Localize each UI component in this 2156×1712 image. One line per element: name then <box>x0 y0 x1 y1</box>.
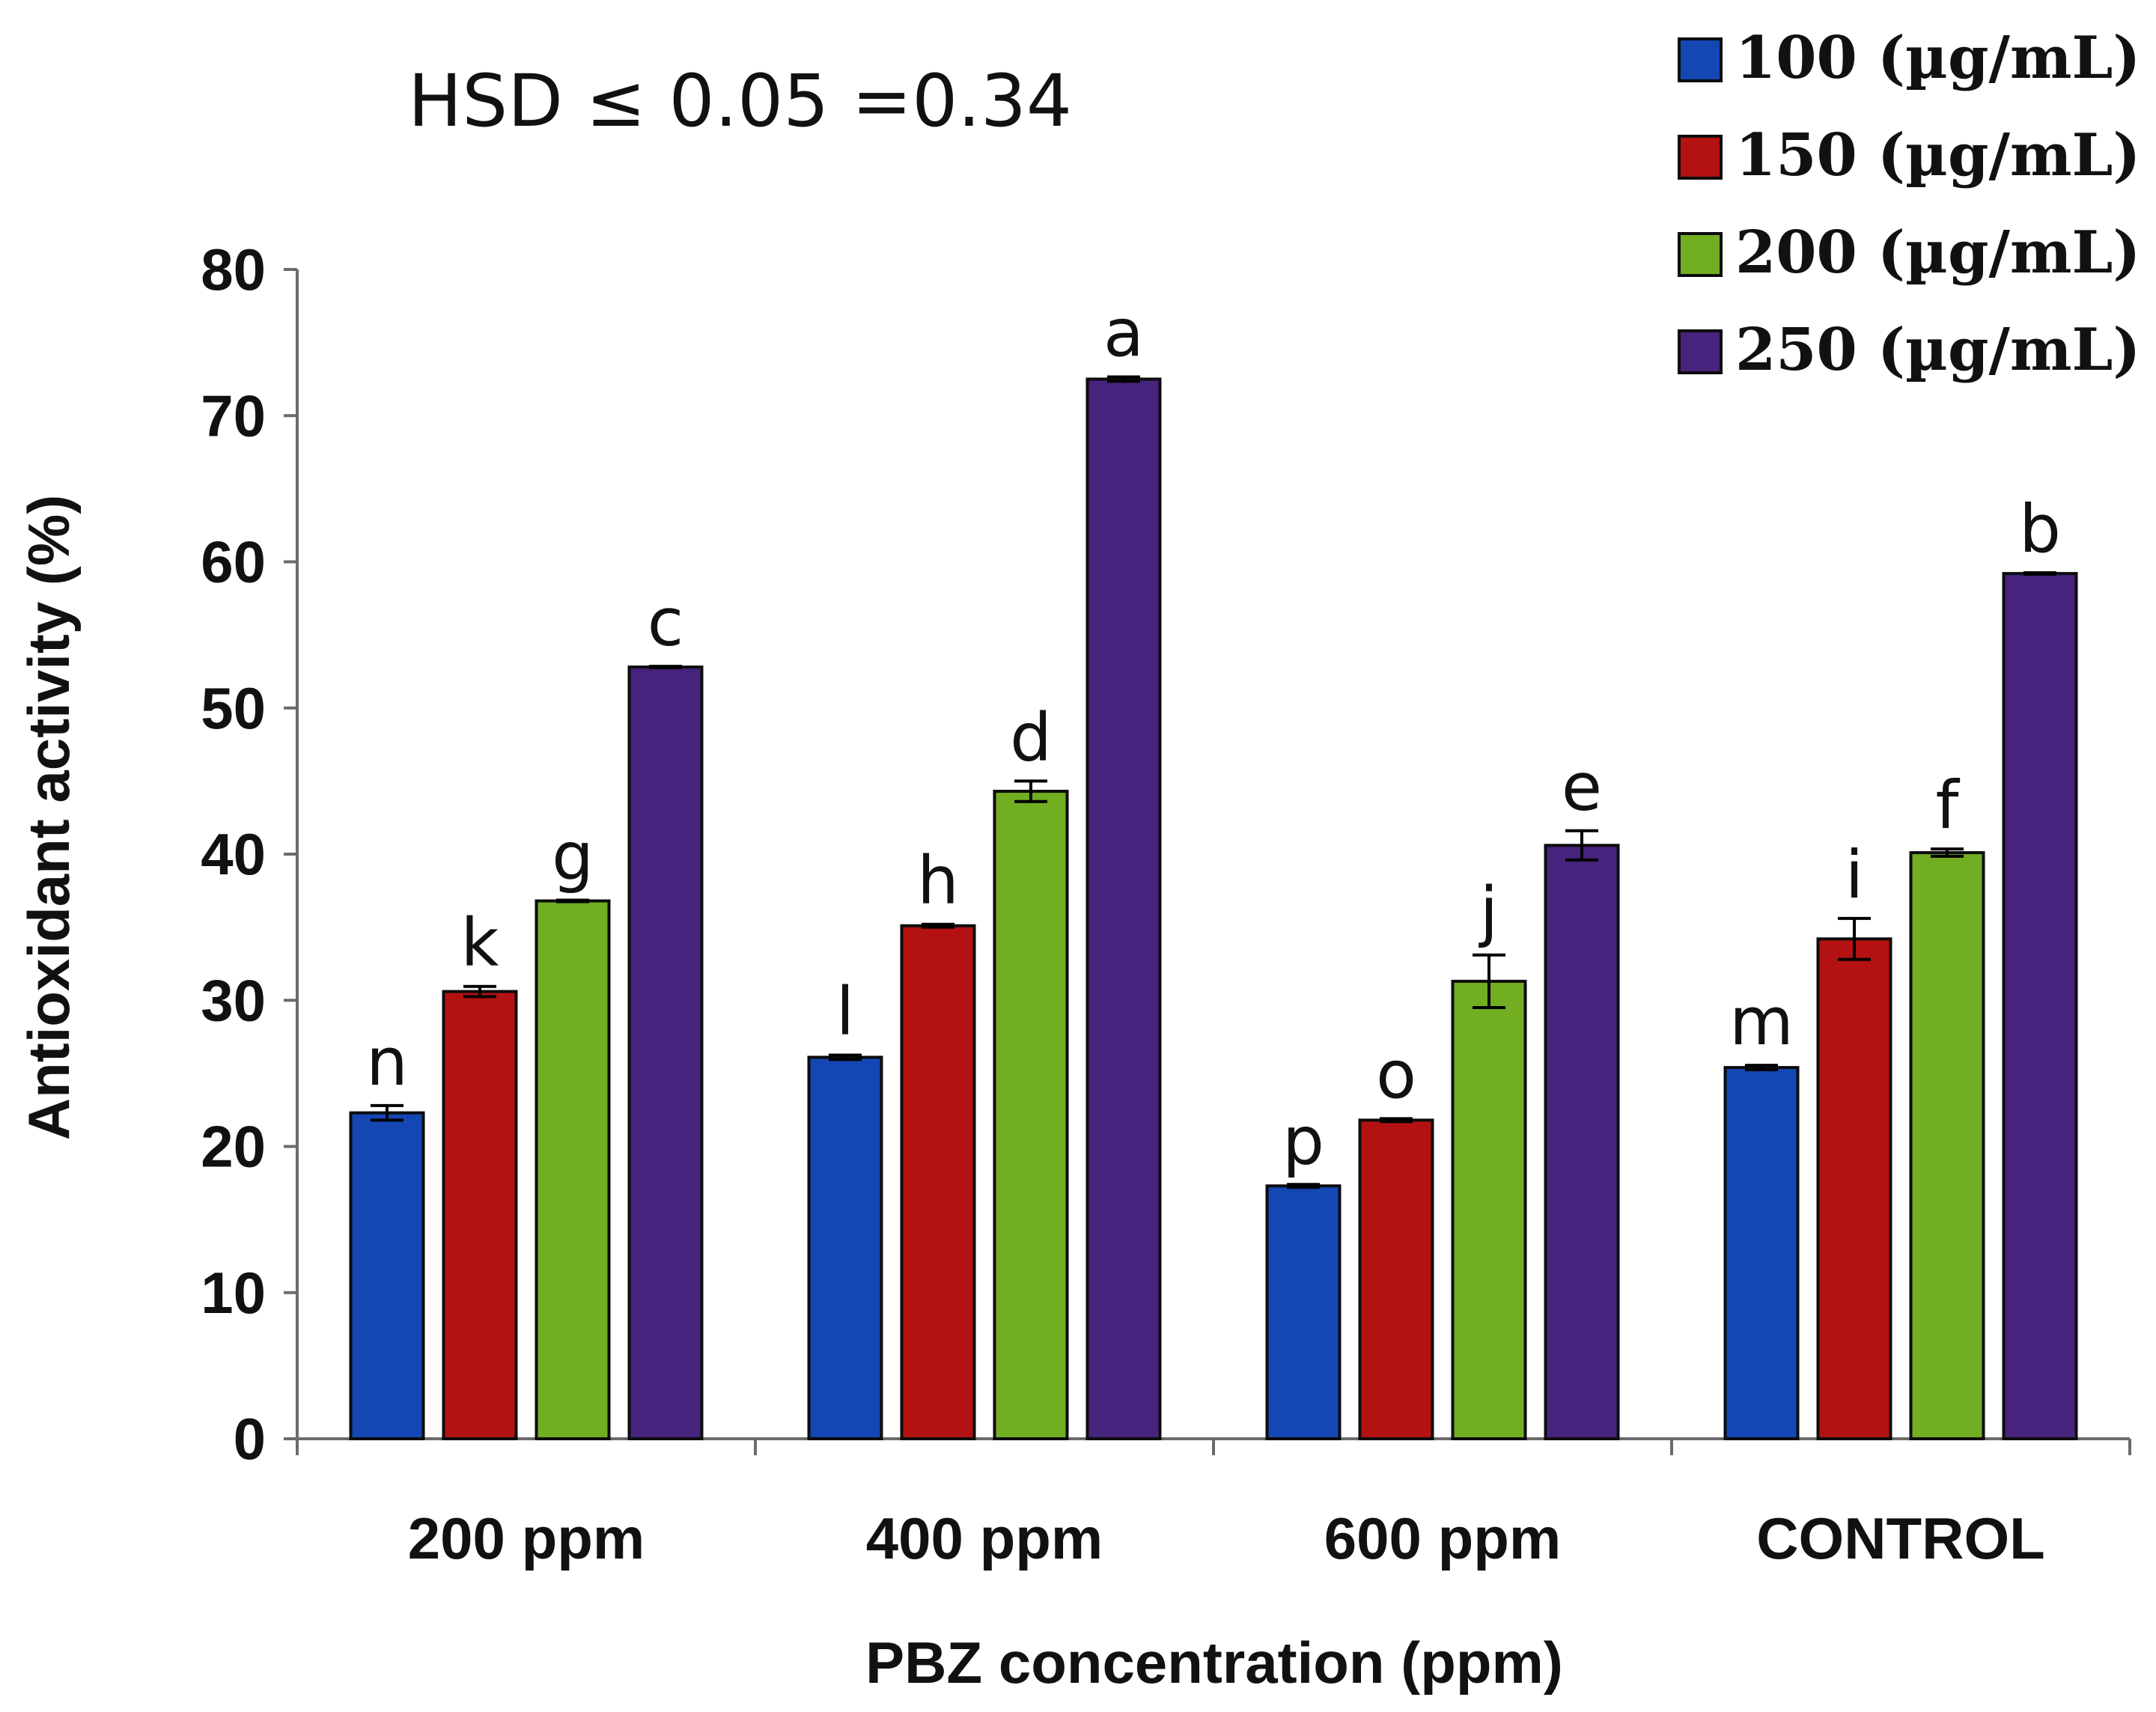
bar-400-ppm-150 <box>900 924 976 1440</box>
significance-letter: c <box>648 584 683 661</box>
hsd-annotation: HSD ≤ 0.05 =0.34 <box>408 59 1072 143</box>
legend-label: 100 (µg/mL) <box>1735 24 2140 92</box>
significance-letter: o <box>1376 1036 1416 1113</box>
y-tick-label: 0 <box>234 1406 266 1472</box>
significance-letter: a <box>1103 295 1144 372</box>
bar-600-ppm-200 <box>1451 979 1527 1441</box>
significance-letter: k <box>461 904 499 981</box>
legend-swatch <box>1678 37 1723 82</box>
x-axis: 200 ppm 400 ppm 600 ppm CONTROL <box>296 1437 2131 1571</box>
legend-label: 150 (µg/mL) <box>1735 121 2140 189</box>
significance-letter: m <box>1729 983 1794 1060</box>
x-axis-title: PBZ concentration (ppm) <box>865 1630 1563 1696</box>
y-axis-title: Antioxidant activity (%) <box>16 495 82 1140</box>
significance-letter: e <box>1562 749 1602 826</box>
significance-letter: g <box>552 818 594 895</box>
y-tick-label: 40 <box>201 821 266 887</box>
bar-200-ppm-250 <box>627 665 704 1441</box>
bar-400-ppm-100 <box>807 1055 883 1440</box>
legend: 100 (µg/mL) 150 (µg/mL) 200 (µg/mL) 250 (µg… <box>1678 24 2140 384</box>
bar-control-250 <box>2002 572 2078 1440</box>
bar-200-ppm-200 <box>535 899 611 1440</box>
bars-group: nkg c lhd a po je mif b <box>349 295 2078 1441</box>
bar-control-200 <box>1909 851 1985 1440</box>
legend-label: 200 (µg/mL) <box>1735 219 2140 287</box>
bar-control-100 <box>1723 1066 1800 1440</box>
y-tick-label: 10 <box>201 1260 266 1326</box>
y-tick-label: 60 <box>201 529 266 595</box>
bar-400-ppm-250 <box>1085 377 1162 1440</box>
y-tick-label: 50 <box>201 675 266 741</box>
legend-swatch <box>1678 232 1723 277</box>
x-tick-label: CONTROL <box>1756 1505 2045 1571</box>
significance-letter: h <box>917 842 959 919</box>
significance-letter: d <box>1010 698 1052 776</box>
legend-swatch <box>1678 135 1723 180</box>
bar-600-ppm-250 <box>1544 844 1620 1441</box>
x-tick-label: 400 ppm <box>866 1505 1103 1571</box>
bar-600-ppm-150 <box>1358 1118 1434 1440</box>
bar-200-ppm-150 <box>442 990 518 1441</box>
y-tick-label: 70 <box>201 383 266 448</box>
y-tick-label: 20 <box>201 1114 266 1180</box>
x-tick-label: 600 ppm <box>1324 1505 1561 1571</box>
legend-swatch <box>1678 329 1723 374</box>
significance-letter: b <box>2019 490 2061 567</box>
significance-letter: l <box>836 972 854 1050</box>
significance-letter: j <box>1479 873 1498 950</box>
y-tick-label: 30 <box>201 967 266 1033</box>
significance-letter: f <box>1936 767 1961 844</box>
y-axis: 0 10 20 30 40 50 60 70 80 <box>201 237 299 1472</box>
significance-letter: i <box>1845 836 1863 913</box>
bar-200-ppm-100 <box>349 1111 425 1441</box>
x-tick-label: 200 ppm <box>408 1505 645 1571</box>
significance-letter: n <box>366 1023 408 1100</box>
significance-letter: p <box>1282 1102 1324 1179</box>
bar-control-150 <box>1816 937 1892 1440</box>
y-tick-label: 80 <box>201 237 266 302</box>
legend-label: 250 (µg/mL) <box>1735 316 2140 384</box>
bar-400-ppm-200 <box>993 790 1069 1440</box>
bar-600-ppm-100 <box>1265 1184 1342 1441</box>
